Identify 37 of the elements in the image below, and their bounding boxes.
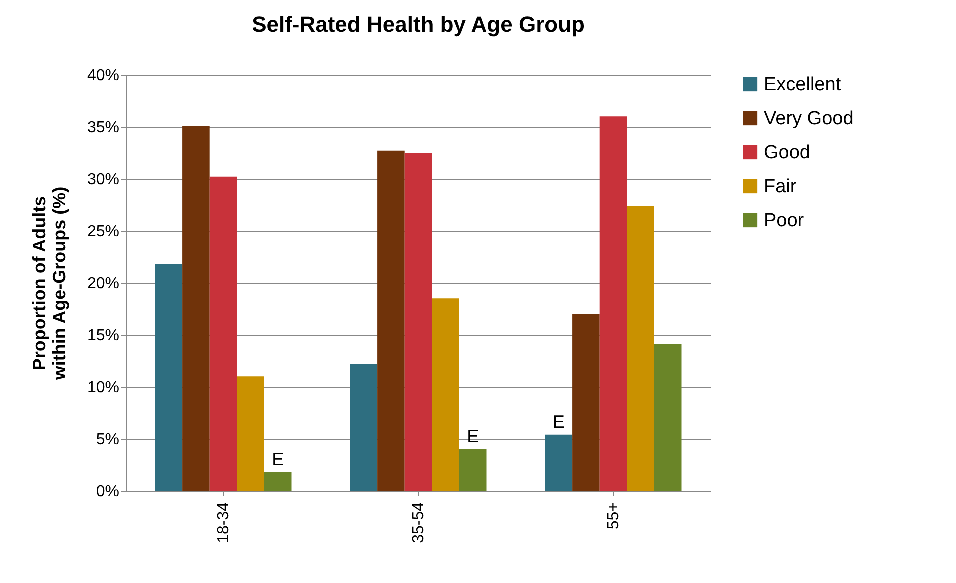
- bar: [654, 344, 682, 491]
- y-tick-label: 35%: [87, 120, 120, 136]
- bar: [404, 153, 432, 491]
- bar: [600, 116, 628, 491]
- y-tick-label: 25%: [87, 224, 120, 240]
- legend-label: Good: [764, 142, 810, 164]
- bar: [545, 434, 573, 491]
- x-tick-label: 55+: [606, 502, 622, 530]
- y-tick-label: 40%: [87, 68, 120, 84]
- y-tick-label: 0%: [96, 484, 120, 500]
- bar: [155, 264, 183, 491]
- bar: [432, 298, 460, 491]
- data-label: E: [467, 426, 480, 446]
- bar: [378, 150, 405, 491]
- bar: [237, 376, 264, 491]
- bar: [264, 472, 292, 491]
- y-axis-title: Proportion of Adults within Age-Groups (%): [29, 186, 70, 382]
- bar: [459, 449, 487, 491]
- bar: [350, 364, 378, 491]
- bar: [627, 206, 654, 491]
- data-label: E: [272, 449, 284, 470]
- legend-label: Excellent: [764, 74, 842, 96]
- data-label: E: [552, 412, 565, 432]
- y-tick-label: 10%: [87, 380, 120, 396]
- x-tick-label: 35-54: [410, 502, 428, 544]
- legend-label: Poor: [764, 210, 805, 232]
- y-tick-label: 20%: [87, 276, 120, 292]
- legend-label: Fair: [764, 176, 798, 198]
- bar: [572, 314, 600, 491]
- bar: [182, 126, 210, 491]
- legend-label: Very Good: [764, 108, 854, 130]
- y-tick-label: 15%: [87, 328, 120, 344]
- chart-title: Self-Rated Health by Age Group: [252, 12, 585, 37]
- x-tick-label: 18-34: [216, 502, 232, 544]
- bar: [210, 176, 238, 491]
- y-tick-label: 30%: [87, 172, 120, 188]
- y-tick-label: 5%: [96, 432, 120, 448]
